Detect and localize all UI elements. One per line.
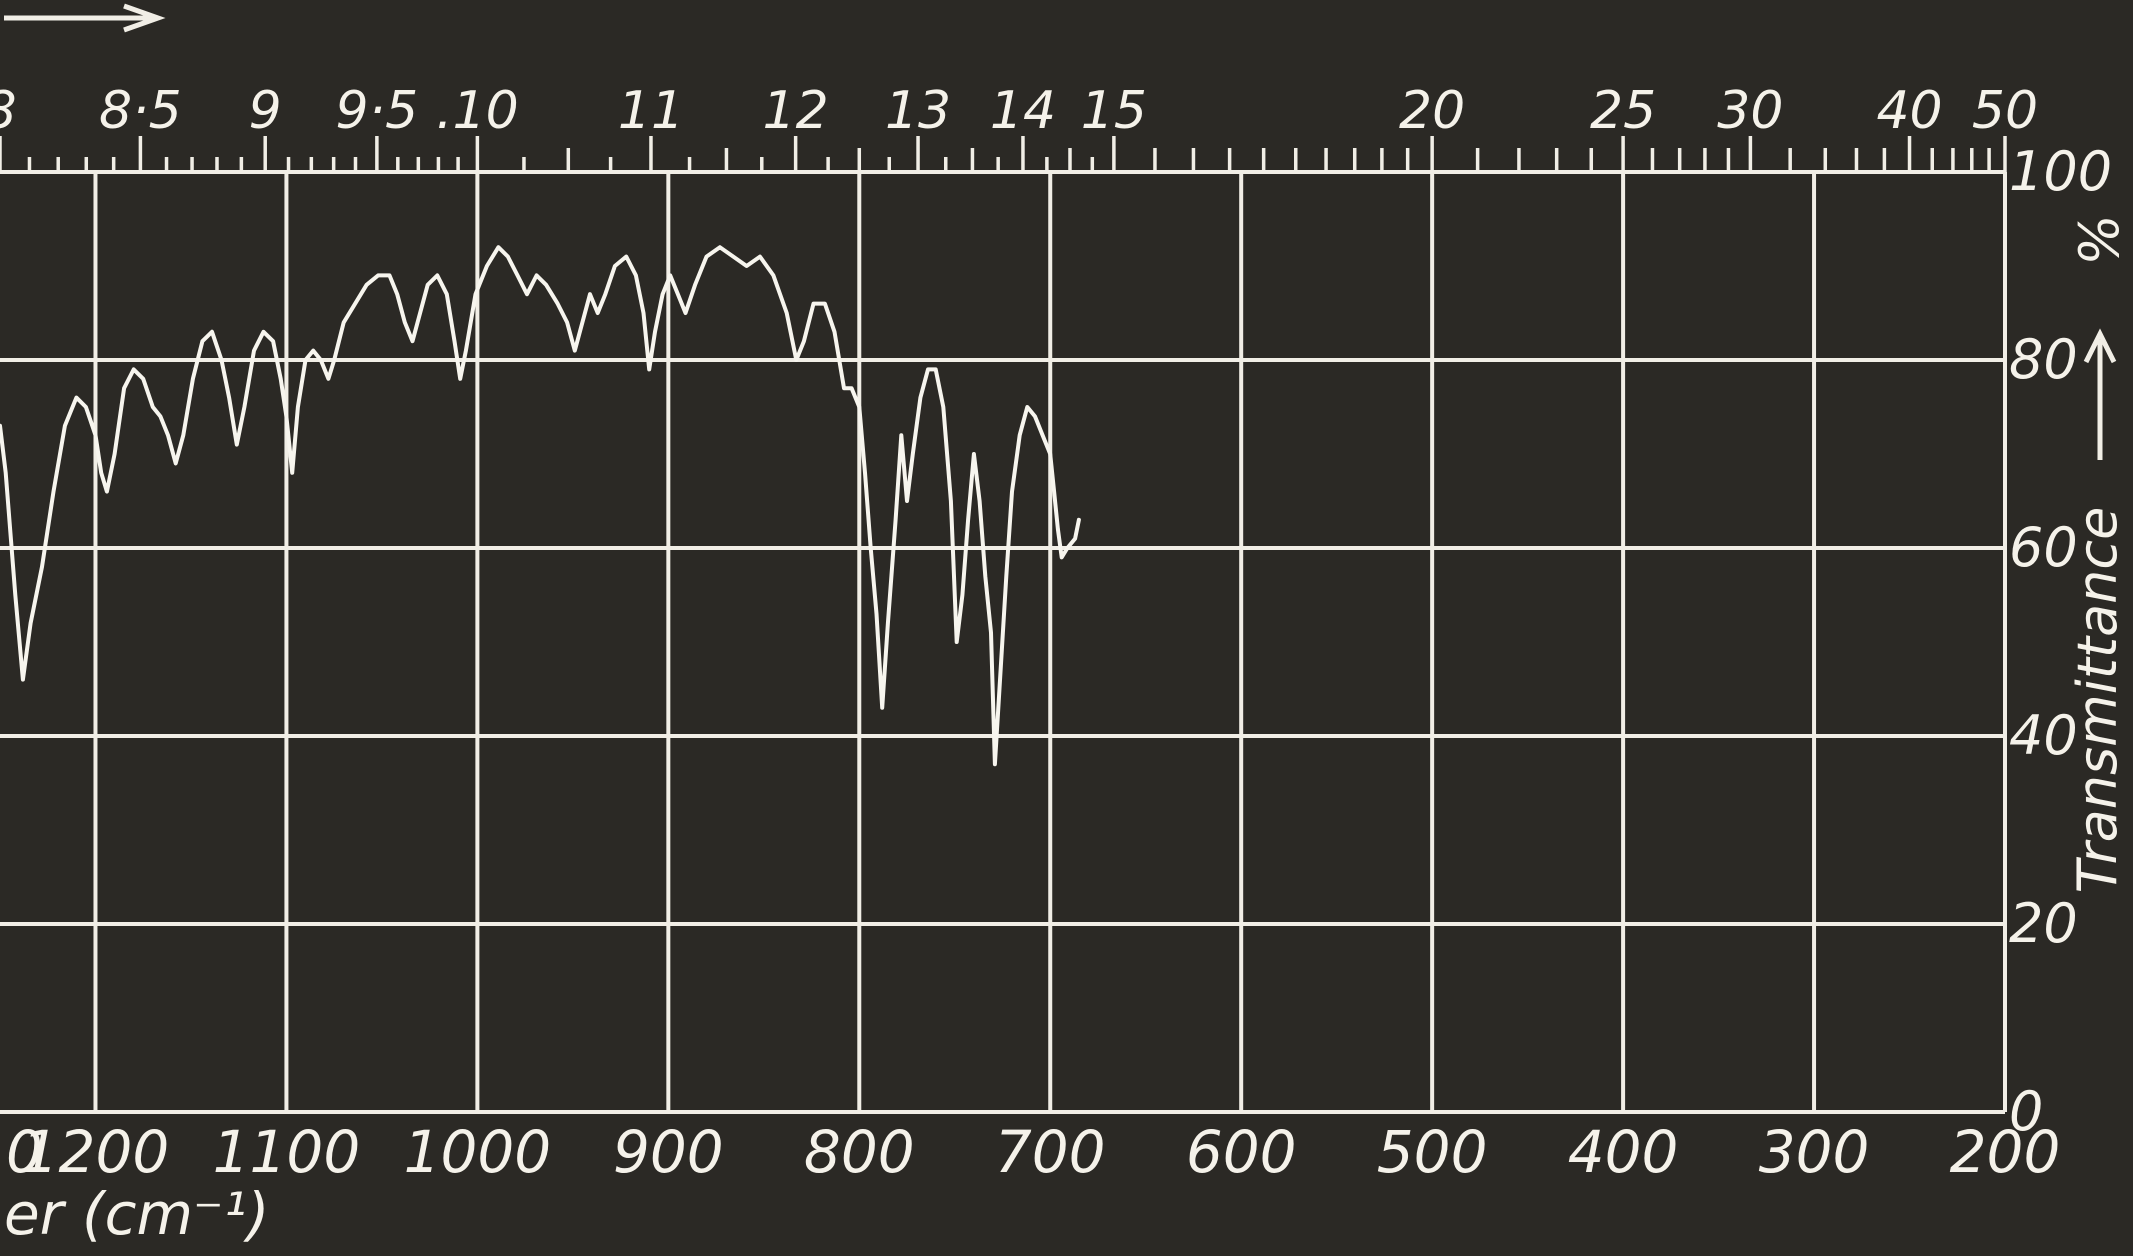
top-tick-label: 8 [0,81,17,141]
bottom-tick-label: 800 [804,1118,915,1186]
spectrum-trace-layer [0,245,1081,767]
bottom-tick-label: 400 [1568,1118,1679,1186]
direction-arrow-icon [4,3,166,33]
y-axis-title: Transmittance [2066,507,2129,894]
bottom-tick-label: 900 [613,1118,724,1186]
top-tick-label: 14 [990,81,1056,141]
y-tick-label: 40 [2009,704,2078,767]
bottom-tick-label: 500 [1377,1118,1488,1186]
bottom-tick-label: 1000 [404,1118,552,1186]
top-tick-label: 15 [1081,81,1147,141]
bottom-tick-label: 1200 [22,1118,170,1186]
bottom-tick-label: 300 [1759,1118,1870,1186]
y-tick-label: 20 [2009,892,2078,955]
x-axis-title: er (cm⁻¹) [4,1180,269,1248]
y-tick-label: 80 [2009,328,2078,391]
top-tick-label: 13 [885,81,951,141]
axis-titles: er (cm⁻¹)% Transmittance [4,3,2131,1248]
y-tick-label: 100 [2009,140,2112,203]
y-axis-unit: % [2068,214,2131,265]
bottom-tick-label: 700 [995,1118,1106,1186]
top-tick-label: 30 [1717,81,1783,141]
bottom-tick-label: 600 [1186,1118,1297,1186]
y-axis-arrow-icon [2083,328,2117,460]
y-tick-label: 60 [2009,516,2078,579]
top-tick-label: 20 [1399,81,1465,141]
bottom-tick-label: 200 [1950,1118,2061,1186]
y-tick-label: 0 [2009,1080,2043,1143]
chart-grid [0,170,2007,1114]
bottom-tick-label: 1100 [213,1118,361,1186]
bottom-tick-label: 0 [6,1118,43,1186]
top-tick-label: 8·5 [99,81,182,141]
top-tick-label: 40 [1876,81,1942,141]
spectrum-trace [0,245,1081,767]
right-transmittance-labels: 0 20 40 60 80 100 [2009,140,2112,1143]
top-tick-label: 50 [1972,81,2038,141]
top-tick-label: 12 [763,81,829,141]
top-wavelength-labels: 8 8·5 9 9·5 .10 11 12 13 14 15 20 25 30 40 50 [0,81,2038,141]
top-tick-label: 9·5 [336,81,419,141]
top-tick-label: 25 [1590,81,1656,141]
top-tick-label: .10 [436,81,519,141]
top-tick-label: 9 [249,81,282,141]
top-tick-label: 11 [618,81,684,141]
top-minor-ticks [0,136,2007,172]
